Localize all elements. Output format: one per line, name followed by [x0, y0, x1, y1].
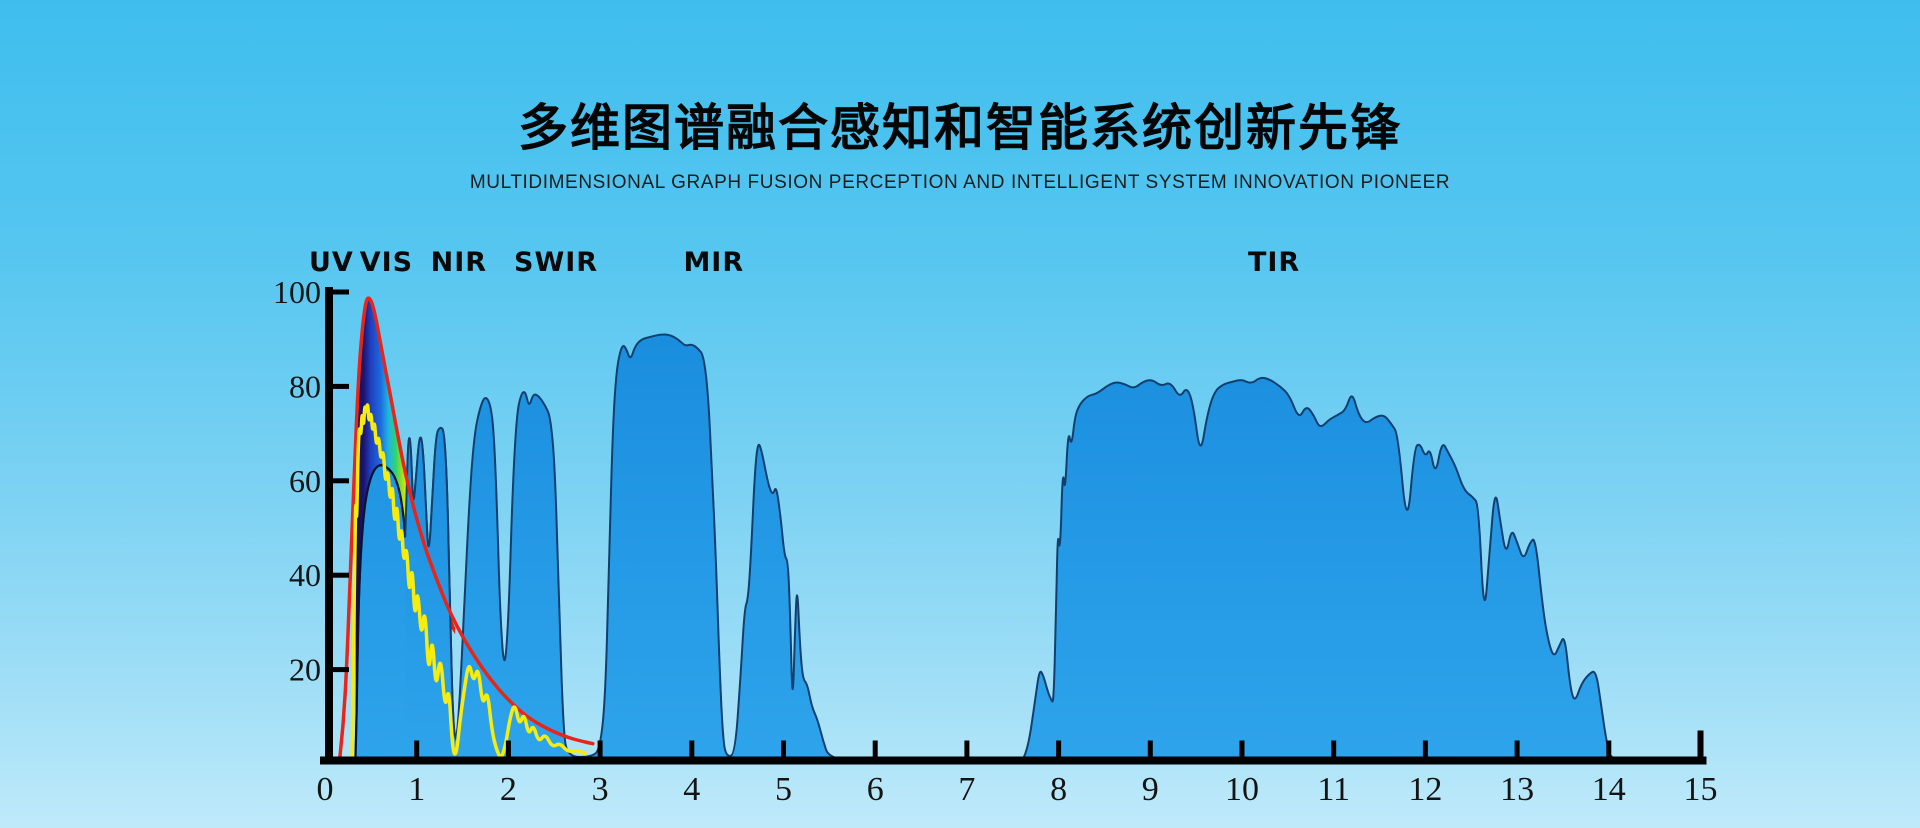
transmission-area	[355, 334, 1701, 764]
x-tick-3	[597, 740, 603, 757]
x-tick-1	[414, 740, 420, 757]
x-tick-label-10: 10	[1225, 771, 1259, 808]
x-tick-label-7: 7	[958, 771, 975, 808]
x-tick-15	[1697, 730, 1704, 757]
x-tick-label-0: 0	[317, 771, 334, 808]
x-tick-label-2: 2	[500, 771, 517, 808]
page-subtitle: MULTIDIMENSIONAL GRAPH FUSION PERCEPTION…	[469, 172, 1451, 193]
x-tick-label-4: 4	[683, 771, 700, 808]
x-tick-2	[505, 740, 511, 757]
x-tick-4	[689, 740, 695, 757]
dome-curve	[354, 463, 407, 765]
band-label-tir: TIR	[1248, 247, 1300, 278]
y-tick-label-60: 60	[289, 463, 321, 499]
x-tick-10	[1239, 740, 1245, 757]
y-tick-80	[333, 383, 349, 389]
x-tick-label-8: 8	[1050, 771, 1067, 808]
blackbody-curve	[337, 296, 595, 762]
x-tick-7	[964, 740, 970, 757]
band-label-nir: NIR	[431, 247, 487, 278]
x-tick-label-14: 14	[1592, 771, 1626, 808]
x-tick-13	[1514, 740, 1520, 757]
x-tick-label-3: 3	[592, 771, 609, 808]
x-tick-label-9: 9	[1142, 771, 1159, 808]
y-tick-60	[333, 478, 349, 484]
transmission-outline	[354, 333, 1701, 765]
x-tick-label-6: 6	[867, 771, 884, 808]
y-axis-line	[325, 287, 333, 765]
y-tick-label-80: 80	[289, 368, 321, 404]
band-label-mir: MIR	[683, 247, 744, 278]
y-tick-100	[333, 289, 349, 295]
x-tick-label-5: 5	[775, 771, 792, 808]
x-tick-label-12: 12	[1408, 771, 1442, 808]
x-tick-12	[1422, 740, 1428, 757]
x-tick-11	[1331, 740, 1337, 757]
band-label-uv: UV	[309, 247, 354, 278]
x-tick-8	[1056, 740, 1062, 757]
y-tick-label-40: 40	[289, 557, 321, 593]
transmission-spikes-outline	[404, 426, 458, 741]
solar-spectrum-curve	[350, 403, 588, 765]
y-tick-label-20: 20	[289, 652, 321, 688]
x-tick-9	[1147, 740, 1153, 757]
x-tick-14	[1606, 740, 1612, 757]
y-tick-40	[333, 572, 349, 578]
x-tick-label-15: 15	[1684, 771, 1718, 808]
x-tick-label-11: 11	[1317, 771, 1350, 808]
x-tick-6	[872, 740, 878, 757]
page-title: 多维图谱融合感知和智能系统创新先锋	[518, 100, 1402, 156]
x-tick-label-1: 1	[408, 771, 425, 808]
x-axis-line	[320, 756, 1707, 765]
x-tick-5	[781, 740, 786, 757]
y-tick-label-100: 100	[273, 274, 321, 310]
x-tick-label-13: 13	[1500, 771, 1534, 808]
y-tick-20	[333, 667, 349, 673]
band-label-swir: SWIR	[514, 247, 598, 278]
visible-spectrum-rainbow	[355, 298, 456, 755]
band-label-vis: VIS	[360, 247, 413, 278]
